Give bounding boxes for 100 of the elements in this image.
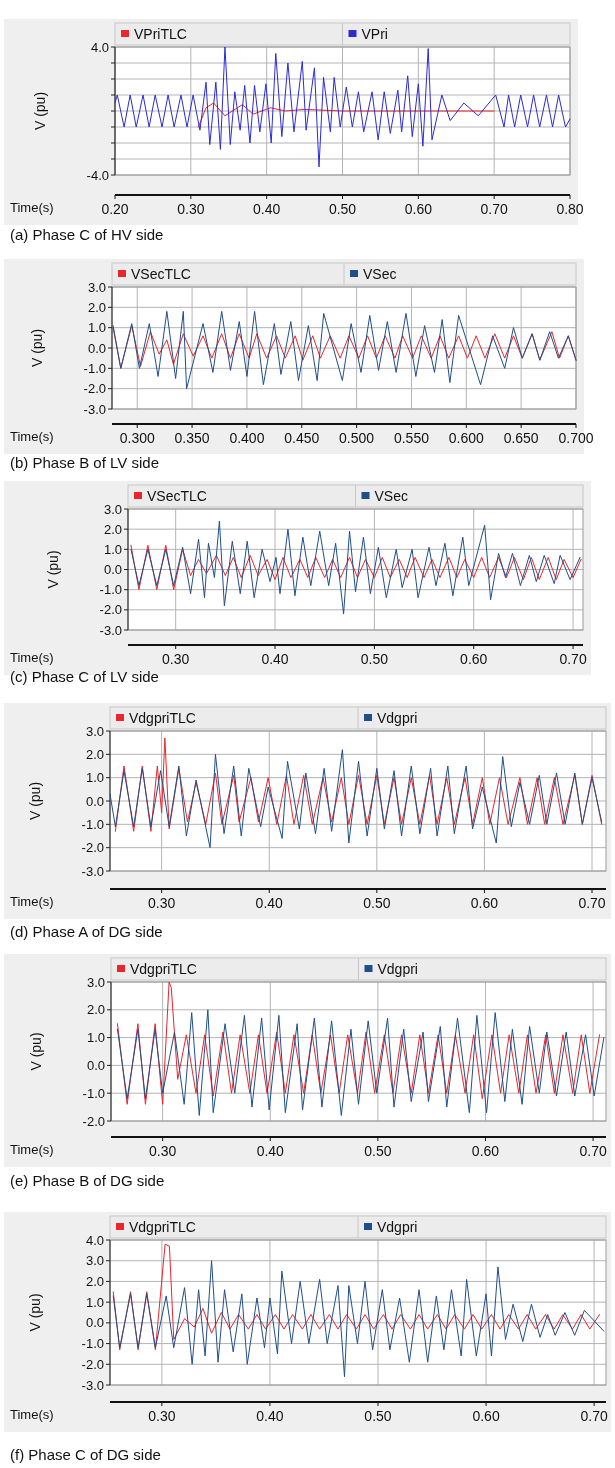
y-axis-title: V (pu) bbox=[45, 550, 61, 589]
legend-label: Vdgpri bbox=[377, 710, 418, 726]
x-tick-label: 0.50 bbox=[360, 651, 389, 667]
legend-label: VPri bbox=[361, 26, 388, 42]
x-tick-label: 0.60 bbox=[472, 1408, 500, 1424]
y-tick-label: -1.0 bbox=[81, 816, 104, 832]
y-tick-label: 4.0 bbox=[85, 1232, 104, 1248]
y-tick-label: 1.0 bbox=[86, 1030, 105, 1046]
y-tick-label: -2.0 bbox=[83, 381, 106, 397]
y-tick-label: 2.0 bbox=[86, 1002, 105, 1018]
y-tick-label: 3.0 bbox=[86, 974, 105, 990]
y-tick-label: 2.0 bbox=[85, 746, 104, 762]
line-series bbox=[112, 310, 577, 390]
y-tick-label: -1.0 bbox=[81, 1336, 104, 1352]
y-tick-label: -3.0 bbox=[99, 622, 122, 638]
y-axis-title: V (pu) bbox=[28, 1032, 44, 1071]
y-tick-label: 1.0 bbox=[103, 541, 122, 557]
x-axis-title: Time(s) bbox=[10, 1407, 54, 1422]
x-axis-title: Time(s) bbox=[10, 429, 54, 444]
y-tick-label: -2.0 bbox=[99, 602, 122, 618]
x-tick-label: 0.350 bbox=[174, 430, 210, 446]
y-axis-title: V (pu) bbox=[32, 91, 48, 131]
x-tick-label: 0.300 bbox=[119, 430, 155, 446]
x-tick-label: 0.30 bbox=[162, 651, 190, 667]
x-tick-label: 0.50 bbox=[364, 1143, 392, 1159]
legend-label: VSecTLC bbox=[131, 266, 191, 282]
x-axis-title: Time(s) bbox=[10, 200, 54, 215]
legend-label: VSec bbox=[363, 266, 397, 282]
y-tick-label: 0.0 bbox=[103, 562, 122, 578]
x-tick-label: 0.600 bbox=[448, 430, 485, 446]
y-tick-label: 4.0 bbox=[90, 39, 109, 55]
x-tick-label: 0.40 bbox=[261, 651, 289, 667]
legend-label: VdgpriTLC bbox=[129, 710, 196, 726]
y-tick-label: -3.0 bbox=[81, 1377, 104, 1393]
y-tick-label: 0.0 bbox=[85, 793, 104, 809]
x-tick-label: 0.50 bbox=[364, 1408, 392, 1424]
legend-label: VSec bbox=[374, 488, 408, 504]
x-tick-label: 0.40 bbox=[256, 1408, 284, 1424]
y-tick-label: 3.0 bbox=[85, 1253, 104, 1269]
x-tick-label: 0.60 bbox=[471, 1143, 500, 1159]
text: (f) Phase C of DG side bbox=[10, 1446, 161, 1463]
x-tick-label: 0.70 bbox=[480, 201, 508, 217]
line-series bbox=[116, 981, 601, 1105]
x-tick-label: 0.500 bbox=[339, 430, 375, 446]
legend-label: VdgpriTLC bbox=[130, 961, 197, 977]
line-series bbox=[197, 102, 495, 128]
y-tick-label: -1.0 bbox=[83, 360, 106, 376]
y-tick-label: 3.0 bbox=[85, 723, 104, 739]
x-tick-label: 0.70 bbox=[580, 1408, 608, 1424]
legend-label: Vdgpri bbox=[377, 961, 418, 977]
y-tick-label: 1.0 bbox=[85, 770, 104, 786]
y-tick-label: 0.0 bbox=[87, 340, 106, 356]
x-tick-label: 0.70 bbox=[559, 651, 587, 667]
x-tick-label: 0.60 bbox=[470, 895, 499, 911]
y-tick-label: 1.0 bbox=[87, 320, 106, 336]
text: (a) Phase C of HV side bbox=[10, 226, 164, 243]
y-tick-label: 0.0 bbox=[85, 1315, 104, 1331]
x-tick-label: 0.70 bbox=[579, 1143, 607, 1159]
y-tick-label: 0.0 bbox=[86, 1057, 105, 1073]
text: (e) Phase B of DG side bbox=[10, 1172, 165, 1189]
x-tick-label: 0.30 bbox=[148, 895, 176, 911]
line-series bbox=[109, 749, 603, 849]
y-tick-label: -4.0 bbox=[86, 167, 109, 183]
y-tick-label: -2.0 bbox=[81, 840, 104, 856]
x-axis-title: Time(s) bbox=[10, 1142, 54, 1157]
legend-label: VdgpriTLC bbox=[129, 1219, 196, 1235]
x-tick-label: 0.40 bbox=[253, 201, 281, 217]
x-tick-label: 0.400 bbox=[229, 430, 265, 446]
x-tick-label: 0.60 bbox=[460, 651, 488, 667]
x-tick-label: 0.30 bbox=[149, 1143, 177, 1159]
text: (b) Phase B of LV side bbox=[10, 454, 159, 471]
x-axis-title: Time(s) bbox=[10, 894, 54, 909]
x-tick-label: 0.40 bbox=[256, 1143, 285, 1159]
x-tick-label: 0.50 bbox=[363, 895, 391, 911]
line-series bbox=[130, 520, 581, 615]
x-tick-label: 0.650 bbox=[503, 430, 539, 446]
y-axis-title: V (pu) bbox=[27, 781, 43, 821]
y-tick-label: -1.0 bbox=[99, 582, 122, 598]
y-tick-label: 3.0 bbox=[87, 279, 106, 295]
line-series bbox=[112, 1260, 605, 1378]
x-tick-label: 0.70 bbox=[578, 895, 606, 911]
line-series bbox=[116, 1009, 605, 1116]
y-tick-label: 2.0 bbox=[103, 521, 122, 537]
x-tick-label: 0.30 bbox=[148, 1408, 176, 1424]
x-tick-label: 0.550 bbox=[393, 430, 430, 446]
y-tick-label: -3.0 bbox=[81, 863, 104, 879]
y-tick-label: -3.0 bbox=[83, 401, 106, 417]
y-tick-label: 3.0 bbox=[103, 501, 122, 517]
y-axis-title: V (pu) bbox=[27, 1293, 43, 1332]
text: (d) Phase A of DG side bbox=[10, 923, 163, 940]
legend-label: VPriTLC bbox=[134, 26, 187, 42]
x-tick-label: 0.40 bbox=[255, 895, 284, 911]
y-tick-label: -2.0 bbox=[82, 1113, 105, 1129]
x-tick-label: 0.20 bbox=[101, 201, 129, 217]
y-tick-label: -1.0 bbox=[82, 1085, 105, 1101]
text: (c) Phase C of LV side bbox=[10, 668, 159, 685]
y-tick-label: -2.0 bbox=[81, 1356, 104, 1372]
line-series bbox=[130, 544, 582, 591]
legend-label: Vdgpri bbox=[377, 1219, 418, 1235]
x-tick-label: 0.60 bbox=[404, 201, 433, 217]
